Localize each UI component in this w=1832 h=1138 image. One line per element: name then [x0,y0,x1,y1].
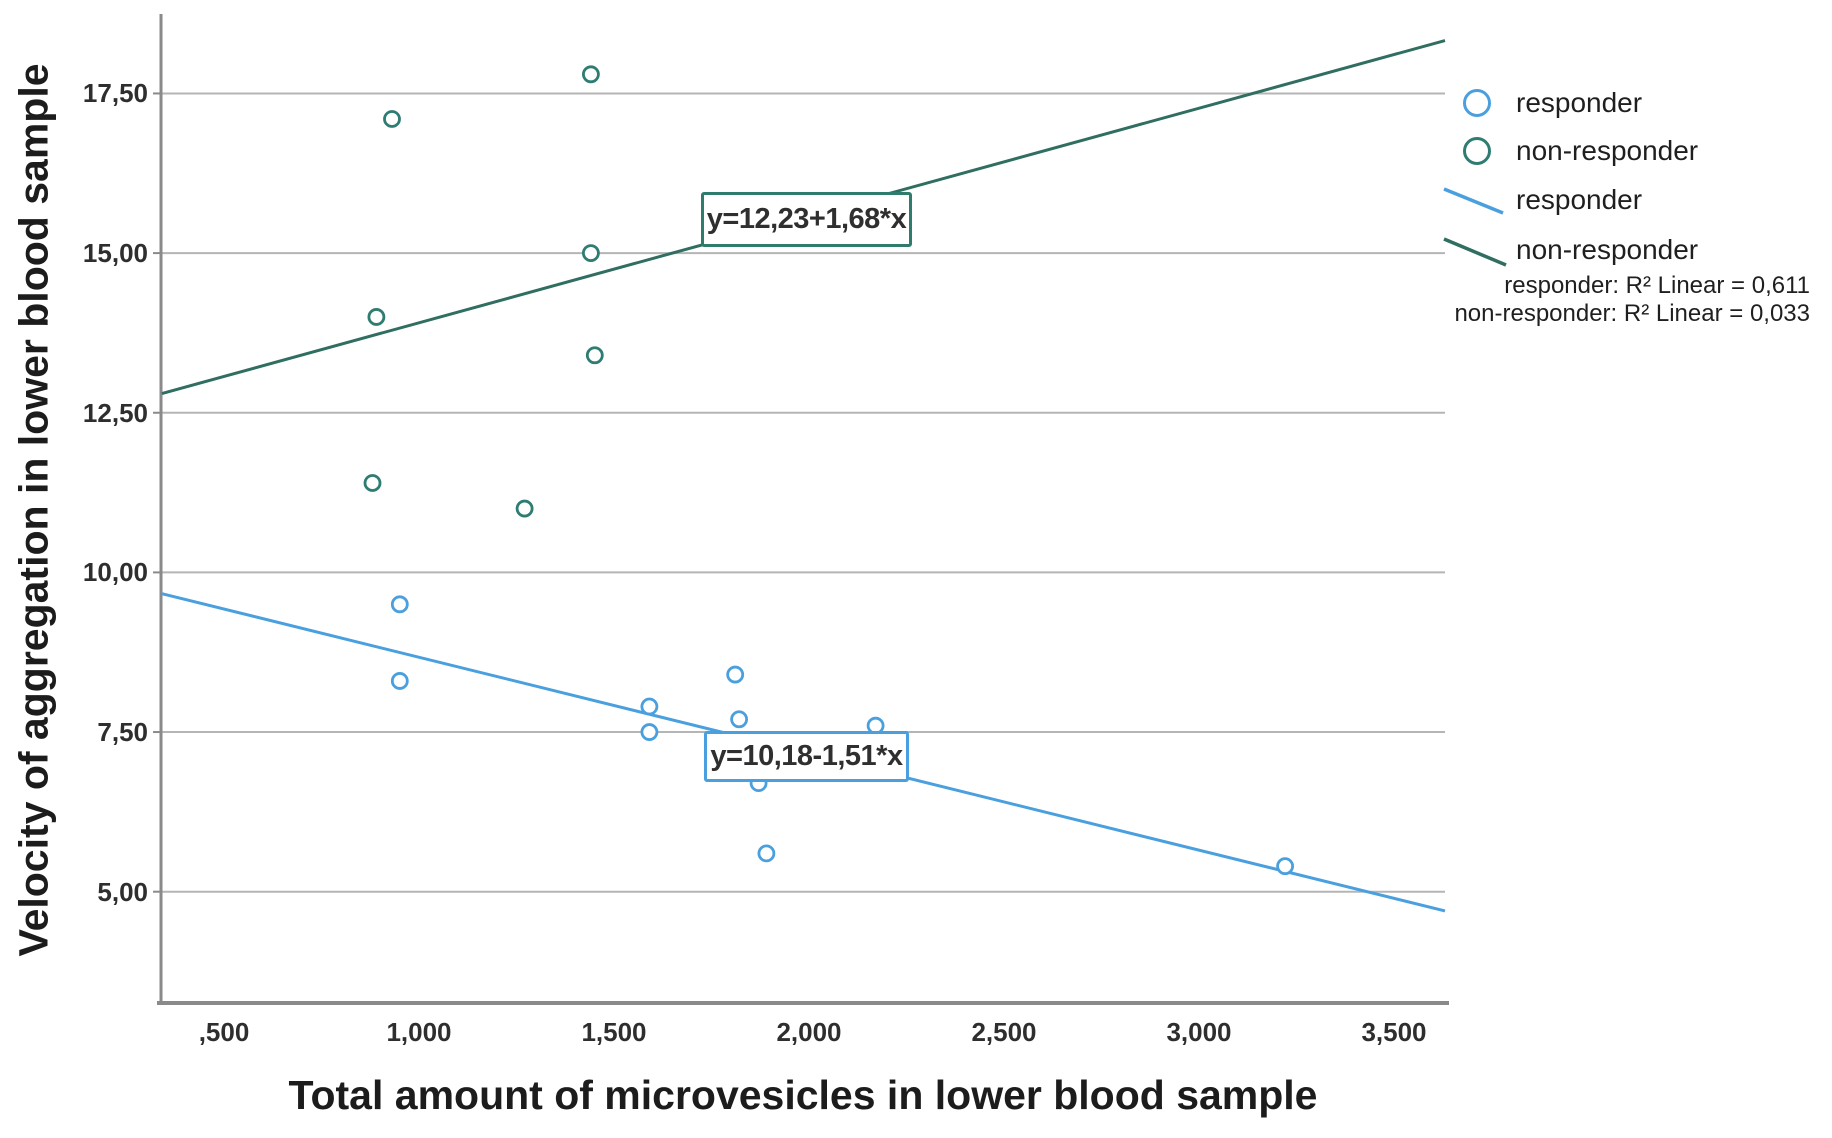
legend-label-non-responder-marker: non-responder [1516,135,1699,166]
data-point-responder [757,844,776,863]
x-tick-label: 1,000 [386,1017,452,1047]
x-tick-label: 3,000 [1166,1017,1232,1047]
data-points-group [363,65,1294,876]
y-tick-label: 15,00 [82,238,148,268]
legend-marker-circle-responder [1463,89,1491,117]
legend-marker-circle-non-responder [1463,137,1491,165]
x-tick-label: ,500 [198,1017,250,1047]
data-point-responder [390,672,409,690]
legend-label-responder-line: responder [1516,184,1643,215]
data-point-responder [390,595,409,614]
data-point-non-responder [363,474,382,492]
legend-label-responder-marker: responder [1516,87,1643,118]
legend-marker-line-non-responder [1443,237,1507,267]
data-point-responder [1276,857,1294,876]
data-point-responder [730,710,748,729]
x-tick-label: 2,500 [971,1017,1037,1047]
x-tick-label: 3,500 [1361,1017,1427,1047]
r2-line-responder: responder: R² Linear = 0,611 [1504,272,1810,299]
y-tick-label: 7,50 [97,717,148,747]
x-tick-label: 2,000 [776,1017,842,1047]
data-point-non-responder [367,308,386,326]
data-point-non-responder [582,244,600,263]
data-point-responder [640,723,659,741]
data-point-responder [640,697,659,716]
r2-annotations: responder: R² Linear = 0,611 non-respond… [1454,272,1810,328]
legend-markers-group [1443,89,1507,267]
data-point-non-responder [585,346,604,365]
y-tick-label: 5,00 [97,877,148,907]
data-point-non-responder [515,499,534,518]
equation-box-non-responder: y=12,23+1,68*x [701,192,912,247]
y-tick-label: 10,00 [82,557,148,587]
equation-box-responder: y=10,18-1,51*x [704,731,909,782]
x-tick-label: 1,500 [581,1017,647,1047]
legend-label-non-responder-line: non-responder [1516,234,1699,265]
y-tick-label: 12,50 [82,398,148,428]
data-point-responder [726,665,745,684]
y-axis-title: Velocity of aggregation in lower blood s… [10,63,57,957]
data-point-non-responder [582,65,600,84]
x-axis-title: Total amount of microvesicles in lower b… [288,1072,1318,1118]
r2-line-non-responder: non-responder: R² Linear = 0,033 [1454,300,1810,327]
y-tick-label: 17,50 [82,78,148,108]
data-point-non-responder [383,110,401,128]
legend-marker-line-responder [1443,187,1504,215]
axes-group [153,14,1449,1005]
